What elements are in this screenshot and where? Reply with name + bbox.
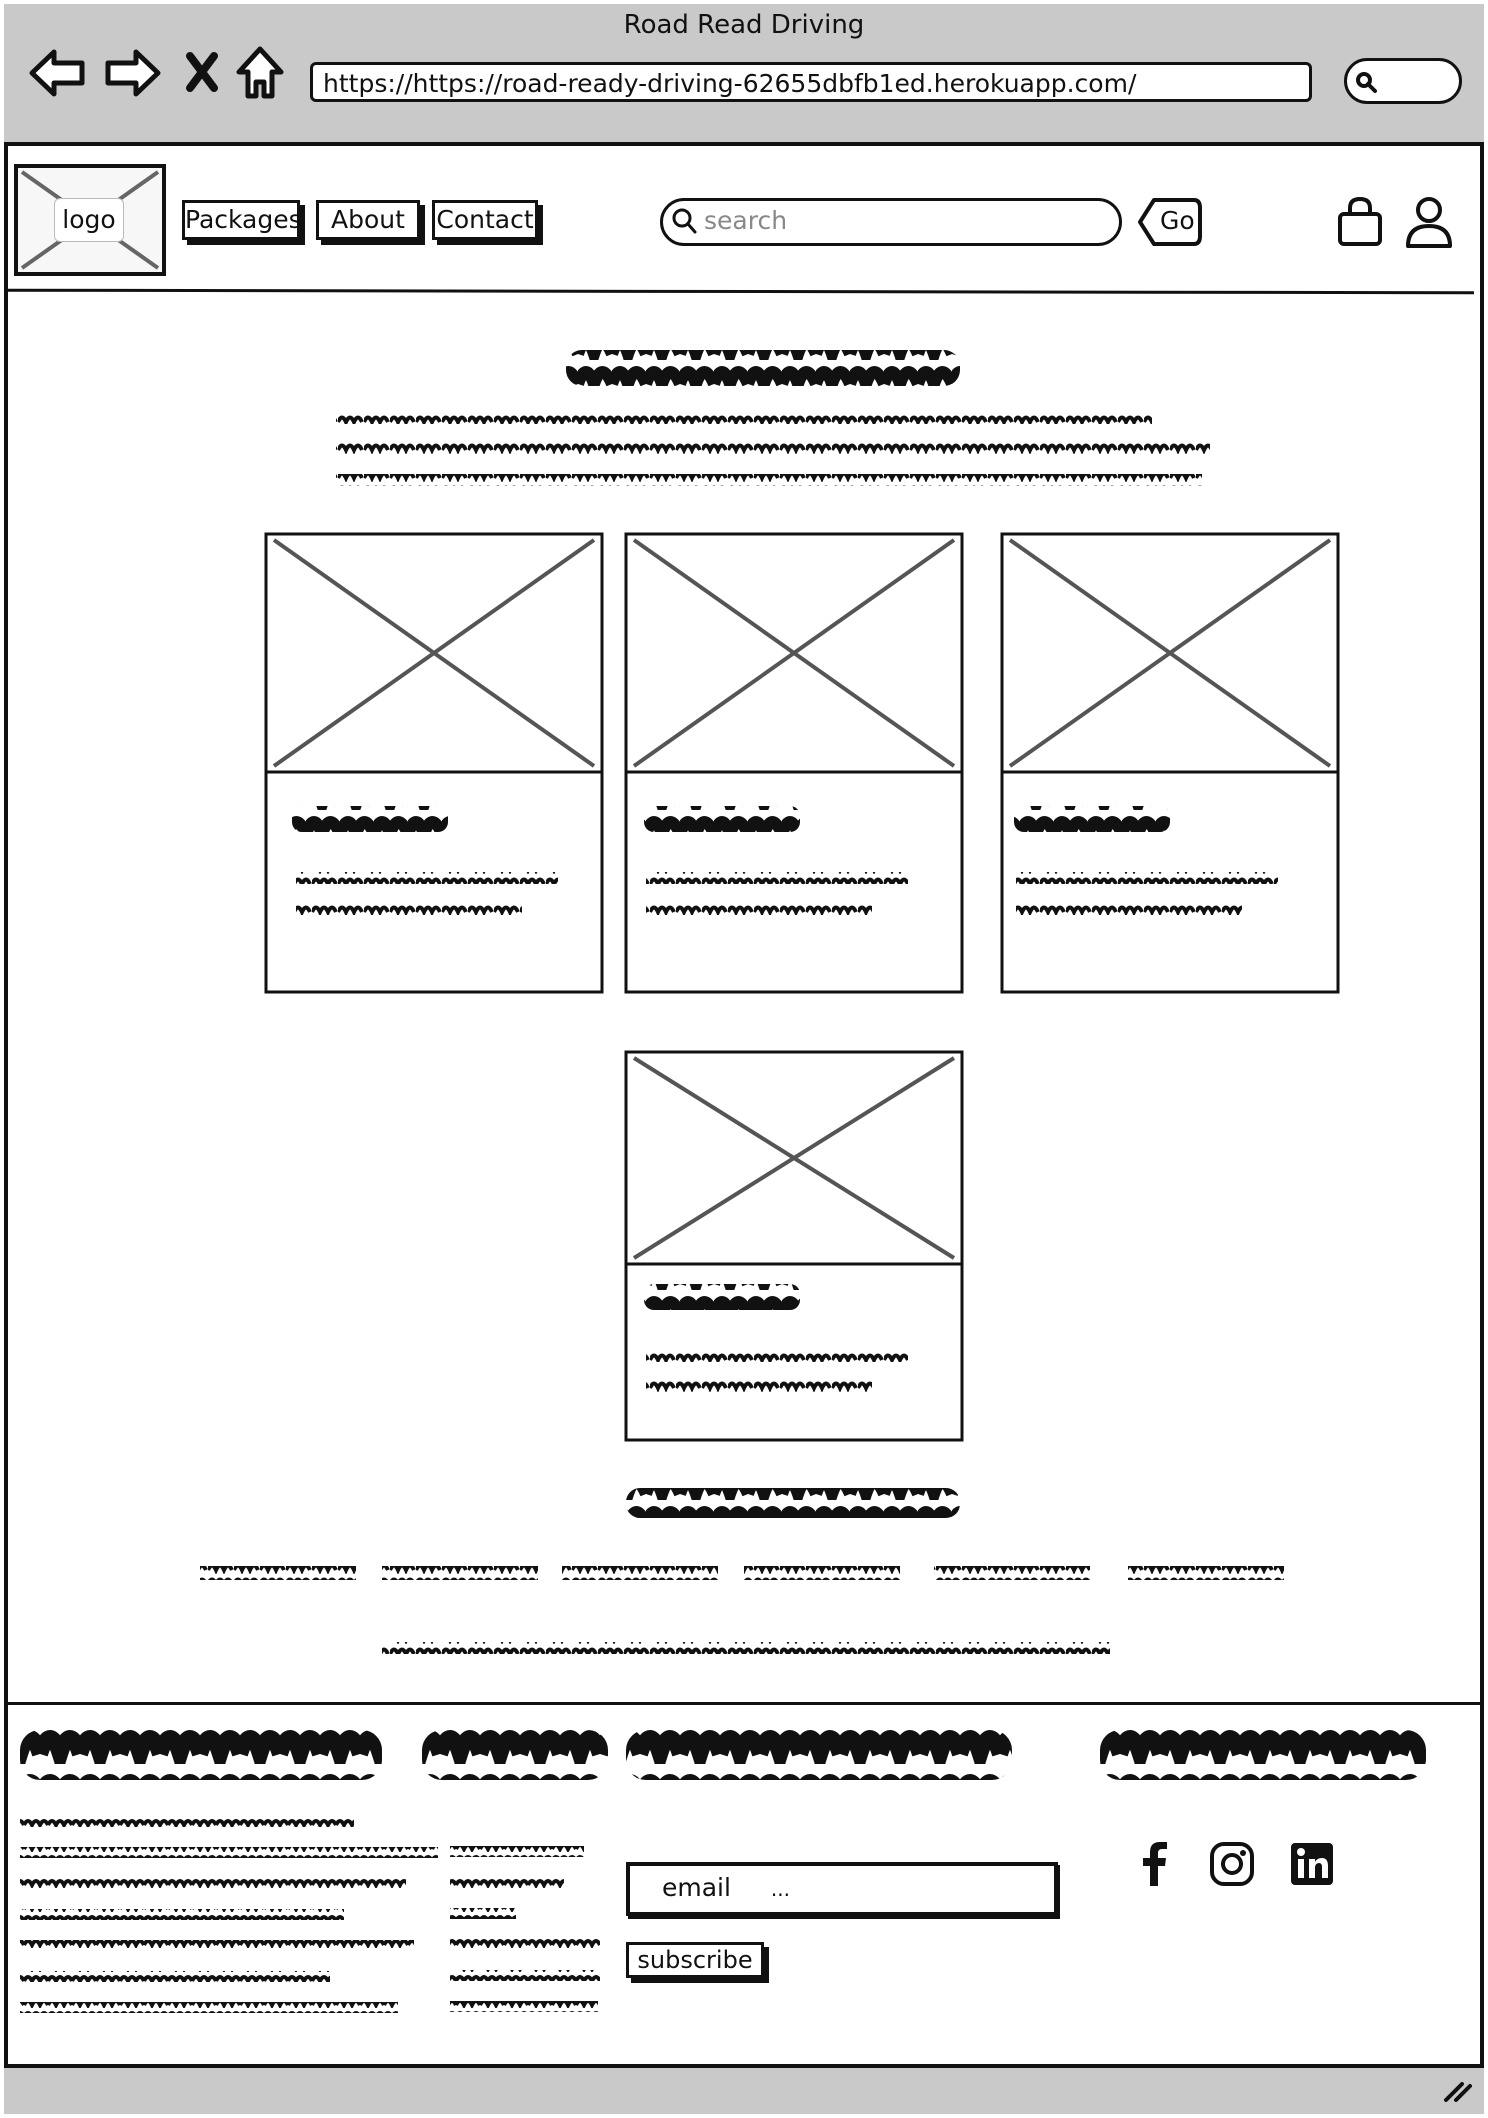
- card-text-line: [1016, 872, 1278, 884]
- feature-link[interactable]: [562, 1566, 718, 1580]
- main-content: [200, 350, 1340, 1654]
- card-title: [644, 806, 800, 832]
- card-image-placeholder: [632, 538, 956, 768]
- url-bar[interactable]: https://https://road-ready-driving-62655…: [310, 62, 1312, 102]
- hero-heading: [566, 350, 960, 386]
- package-card[interactable]: [264, 532, 604, 994]
- footer-heading-newsletter: [626, 1730, 1012, 1780]
- search-icon: [672, 208, 697, 234]
- back-arrow-icon[interactable]: [26, 46, 90, 100]
- card-text-line: [296, 903, 522, 915]
- hero-text-line: [336, 443, 1210, 455]
- package-card[interactable]: [624, 1050, 964, 1442]
- site-search-input[interactable]: [660, 198, 1122, 246]
- home-icon[interactable]: [234, 44, 286, 102]
- footer-heading-about: [20, 1730, 382, 1780]
- card-text-line: [646, 1350, 908, 1362]
- linkedin-icon[interactable]: [1288, 1840, 1336, 1888]
- card-title: [1014, 806, 1170, 832]
- feature-link[interactable]: [1128, 1566, 1284, 1580]
- card-text-line: [646, 903, 872, 915]
- window-title: Road Read Driving: [623, 10, 865, 40]
- footer-heading-links: [422, 1730, 608, 1780]
- card-text-line: [646, 1381, 872, 1393]
- instagram-icon[interactable]: [1208, 1840, 1256, 1888]
- feature-link[interactable]: [934, 1566, 1090, 1580]
- footer-link: [450, 1908, 516, 1919]
- footer-text-line: [20, 1847, 438, 1858]
- nav-contact-button[interactable]: Contact: [432, 200, 538, 240]
- close-x-icon[interactable]: [182, 50, 222, 94]
- facebook-icon[interactable]: [1130, 1840, 1178, 1888]
- nav-packages-button[interactable]: Packages: [182, 200, 302, 240]
- footer-heading-social: [1100, 1730, 1426, 1780]
- card-image-placeholder: [1008, 538, 1332, 768]
- footer-link: [450, 1846, 584, 1857]
- card-title: [644, 1284, 800, 1310]
- email-placeholder: email: [662, 1873, 731, 1902]
- email-ellipsis: ...: [770, 1877, 790, 1901]
- logo-label: logo: [54, 198, 124, 242]
- user-icon[interactable]: [1404, 194, 1454, 250]
- card-image-placeholder: [272, 538, 596, 768]
- feature-link[interactable]: [200, 1566, 356, 1580]
- subscribe-button[interactable]: subscribe: [626, 1942, 764, 1978]
- card-image-placeholder: [632, 1056, 956, 1260]
- footer-text-line: [20, 1909, 344, 1920]
- footer-text-line: [20, 1878, 406, 1889]
- feature-link[interactable]: [382, 1566, 538, 1580]
- hero-text-line: [336, 474, 1202, 486]
- footer-link: [450, 1970, 600, 1981]
- footer: [8, 1702, 1484, 2064]
- resize-grip-icon[interactable]: [1442, 2078, 1472, 2104]
- card-text-line: [1016, 903, 1242, 915]
- feature-link[interactable]: [744, 1566, 900, 1580]
- nav-about-button[interactable]: About: [316, 200, 420, 240]
- footer-link: [450, 2001, 598, 2012]
- card-title: [292, 806, 448, 832]
- section-heading: [626, 1488, 960, 1518]
- footer-link: [450, 1939, 600, 1950]
- footer-scribbles: [20, 1730, 1426, 2013]
- magnifier-icon: [1356, 72, 1377, 93]
- footer-text-line: [20, 1940, 414, 1951]
- summary-text-line: [382, 1642, 1110, 1654]
- package-card[interactable]: [624, 532, 964, 994]
- forward-arrow-icon[interactable]: [100, 46, 164, 100]
- package-card[interactable]: [1000, 532, 1340, 994]
- browser-status-bar: [4, 2064, 1484, 2114]
- card-text-line: [646, 872, 908, 884]
- shopping-bag-icon[interactable]: [1336, 196, 1384, 248]
- footer-text-line: [20, 1816, 354, 1827]
- footer-link: [450, 1877, 564, 1888]
- browser-search-field[interactable]: [1344, 58, 1462, 104]
- search-placeholder: search: [704, 206, 788, 235]
- go-button-label: Go: [1160, 206, 1195, 235]
- footer-text-line: [20, 1971, 330, 1982]
- go-button[interactable]: [1136, 196, 1202, 248]
- email-field[interactable]: email ...: [626, 1862, 1058, 1916]
- card-text-line: [296, 872, 558, 884]
- footer-text-line: [20, 2002, 398, 2013]
- hero-text-line: [336, 412, 1152, 424]
